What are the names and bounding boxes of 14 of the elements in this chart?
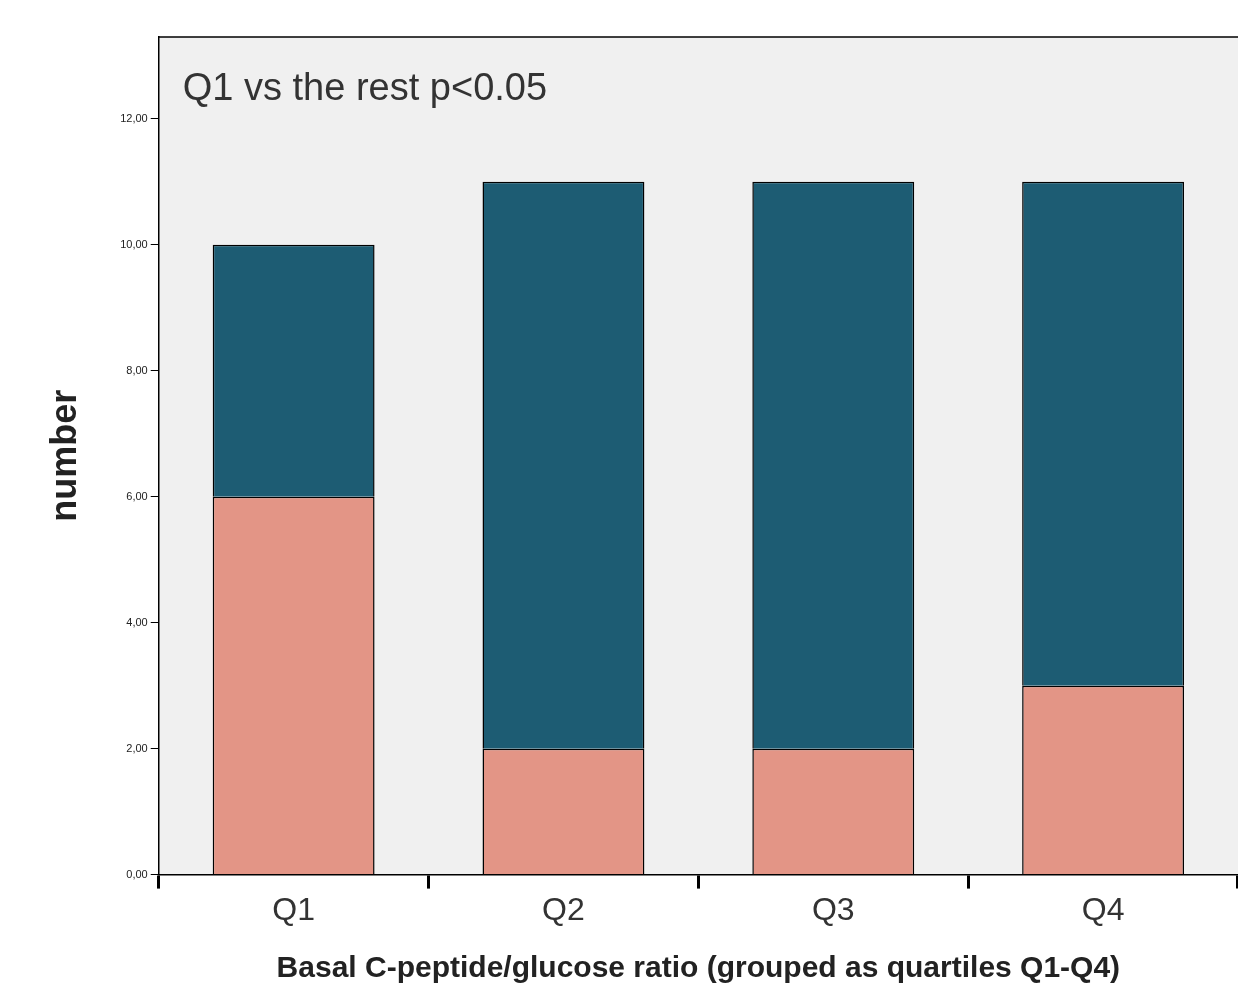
y-tick-label: 8,00 — [126, 363, 148, 376]
y-tick-label: 0,00 — [126, 867, 148, 880]
y-tick-label: 4,00 — [126, 615, 148, 628]
y-tick-label: 10,00 — [120, 237, 148, 250]
x-tick-label: Q2 — [542, 890, 585, 927]
x-tick-label: Q1 — [272, 890, 315, 927]
x-axis-title: Basal C-peptide/glucose ratio (grouped as quartiles Q1-Q4) — [276, 950, 1121, 984]
x-tick-label: Q4 — [1081, 890, 1125, 927]
y-tick-label: 2,00 — [126, 741, 148, 754]
y-tick-label: 12,00 — [120, 111, 148, 124]
y-axis-title: number — [42, 389, 84, 522]
y-tick-label: 6,00 — [126, 489, 148, 502]
x-tick-label: Q3 — [811, 890, 855, 927]
annotation: Q1 vs the rest p<0.05 — [182, 66, 548, 109]
